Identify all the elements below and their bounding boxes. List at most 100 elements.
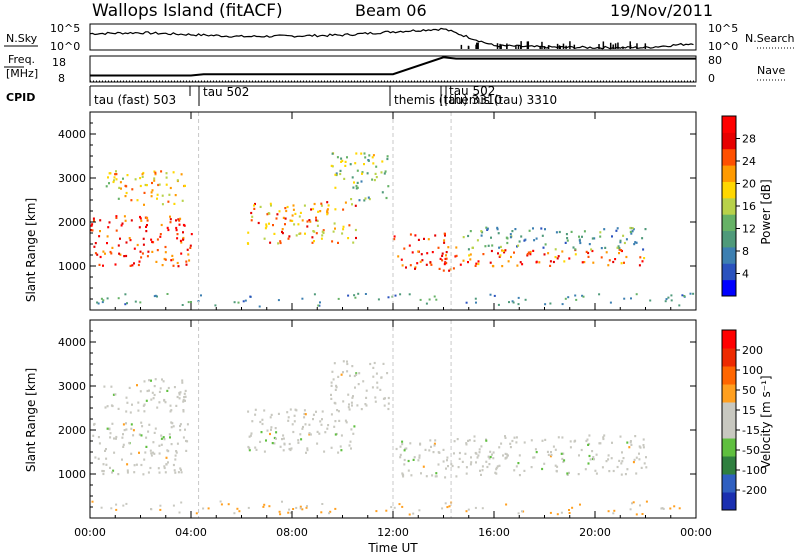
power-cell: [172, 171, 175, 174]
power-cell: [169, 221, 172, 224]
colorbar-swatch: [722, 474, 736, 493]
power-cell: [136, 243, 139, 247]
power-cell: [439, 257, 442, 260]
velocity-cell: [535, 451, 538, 454]
power-cell: [313, 240, 315, 243]
colorbar-swatch: [722, 148, 736, 166]
power-cell: [623, 297, 626, 300]
velocity-cell: [669, 507, 672, 510]
power-cell: [125, 254, 128, 258]
power-cell: [380, 171, 383, 174]
power-cell: [527, 251, 530, 254]
power-cell: [445, 251, 448, 254]
velocity-cell: [326, 427, 329, 430]
velocity-cell: [165, 463, 168, 466]
velocity-cell: [334, 433, 337, 436]
power-cell: [616, 227, 619, 230]
velocity-cell: [149, 449, 152, 452]
power-cell: [109, 172, 112, 175]
velocity-cell: [489, 450, 492, 453]
velocity-cell: [300, 438, 303, 441]
power-cell: [179, 217, 182, 220]
power-cell: [106, 242, 108, 245]
velocity-cell: [303, 412, 306, 416]
velocity-cell: [433, 442, 436, 445]
power-cell: [620, 262, 623, 265]
velocity-cell: [263, 503, 266, 506]
velocity-cell: [374, 400, 377, 403]
velocity-cell: [126, 401, 129, 404]
time-axis-label: Time UT: [367, 541, 418, 554]
power-cell: [298, 232, 301, 235]
power-cell: [491, 244, 494, 247]
velocity-cell: [442, 448, 445, 451]
plot-title: Wallops Island (fitACF): [92, 1, 283, 21]
power-cell: [115, 173, 118, 176]
power-cell: [561, 303, 564, 306]
power-cell: [630, 297, 632, 300]
power-cell: [421, 259, 424, 262]
power-cell: [178, 219, 181, 222]
power-cell: [115, 215, 118, 218]
velocity-cell: [629, 508, 632, 511]
velocity-cell: [602, 436, 605, 439]
velocity-cell: [142, 473, 145, 476]
cpid-row: CPID tau (fast) 503 tau 502 themis (tau)…: [6, 84, 696, 107]
colorbar-swatch: [722, 330, 736, 349]
power-cell: [360, 152, 363, 155]
power-cell: [592, 261, 595, 264]
power-cell: [101, 301, 104, 304]
power-cell: [518, 240, 521, 243]
velocity-cell: [320, 423, 323, 426]
power-cell: [623, 261, 625, 264]
nsky-label: N.Sky: [6, 32, 38, 45]
velocity-cell: [544, 438, 547, 441]
velocity-cell: [607, 510, 610, 513]
power-cell: [320, 237, 323, 240]
velocity-cell: [324, 431, 327, 434]
power-cell: [667, 296, 670, 299]
velocity-cell: [430, 445, 432, 448]
power-cell: [269, 202, 272, 205]
power-cell: [93, 219, 95, 222]
power-cell: [361, 171, 364, 174]
power-cell: [508, 301, 510, 304]
colorbar-tick-label: 4: [742, 268, 749, 281]
power-cell: [330, 164, 333, 167]
power-cell: [364, 293, 367, 295]
power-cell: [616, 246, 619, 249]
power-cell: [181, 304, 184, 306]
velocity-cell: [346, 370, 349, 373]
velocity-cell: [167, 386, 170, 390]
power-cell: [344, 160, 347, 163]
power-cell: [509, 233, 512, 236]
power-cell: [159, 233, 162, 236]
power-cell: [477, 260, 480, 263]
power-cell: [321, 234, 324, 237]
velocity-cell: [304, 413, 307, 416]
power-cell: [499, 245, 502, 248]
velocity-cell: [294, 408, 297, 411]
power-cell: [107, 226, 110, 229]
power-cell: [140, 219, 143, 222]
velocity-cell: [154, 427, 157, 430]
power-cell: [441, 252, 444, 255]
velocity-cell: [568, 471, 570, 474]
power-cell: [179, 239, 182, 242]
power-cell: [692, 292, 695, 295]
velocity-cell: [143, 458, 146, 461]
power-cell: [414, 234, 417, 237]
power-cell: [583, 230, 586, 233]
power-cell: [317, 210, 320, 213]
velocity-cell: [502, 454, 504, 457]
power-cell: [264, 227, 267, 230]
power-cell: [136, 199, 139, 202]
power-cell: [97, 302, 100, 305]
power-cell: [528, 229, 531, 232]
power-cell: [146, 255, 149, 258]
power-cell: [354, 204, 357, 207]
power-cell: [355, 236, 357, 240]
velocity-cell: [132, 434, 135, 437]
power-cell: [429, 261, 432, 264]
